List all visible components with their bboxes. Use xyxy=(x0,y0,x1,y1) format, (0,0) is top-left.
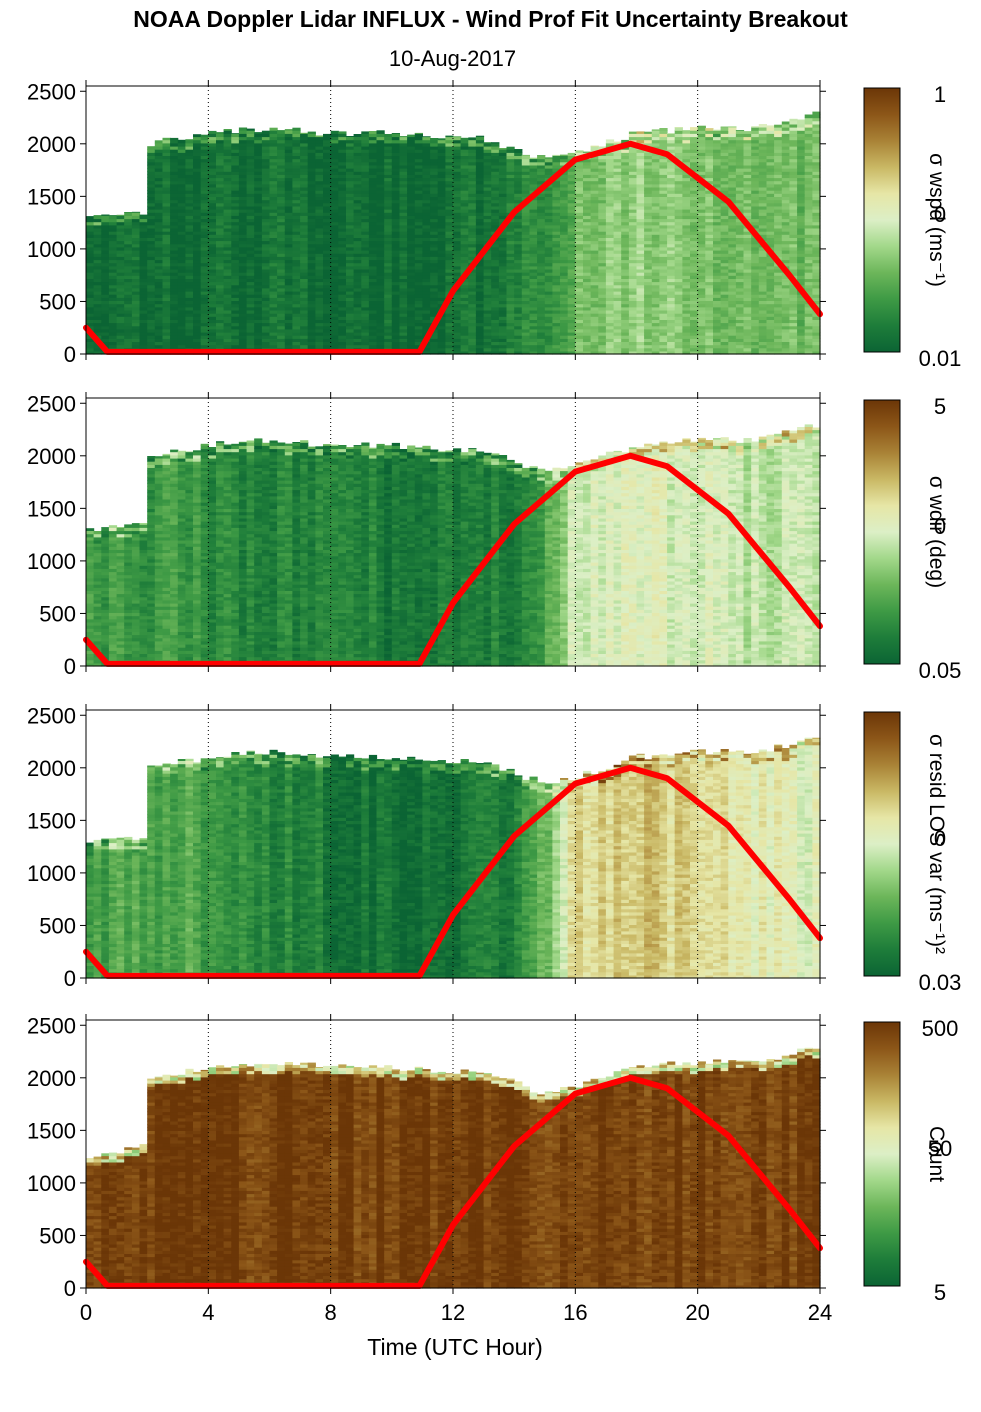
heatmap-cell xyxy=(178,143,186,147)
heatmap-cell xyxy=(163,138,171,140)
heatmap-cell xyxy=(155,140,163,143)
heatmap-cell xyxy=(147,146,155,149)
heatmap-cell xyxy=(117,215,125,216)
heatmap-cell xyxy=(185,139,193,140)
figure-canvas: 05001000150020002500 100.01σ wspd (ms⁻¹)0… xyxy=(0,0,981,1412)
heatmap-cell xyxy=(216,132,224,134)
heatmap-cell xyxy=(147,149,155,153)
heatmap-cell xyxy=(170,138,178,140)
heatmap-cell xyxy=(208,131,216,134)
heatmap-cell xyxy=(140,215,148,219)
heatmap-cell xyxy=(178,140,186,144)
heatmap-cell xyxy=(132,212,140,213)
heatmap-cell xyxy=(239,128,247,131)
heatmap-cell xyxy=(247,129,255,131)
heatmap-cell xyxy=(101,215,109,216)
heatmap-cell xyxy=(140,215,148,216)
heatmap-cell xyxy=(94,215,102,216)
heatmap-cell xyxy=(231,133,239,134)
heatmap-cell xyxy=(224,129,232,131)
heatmap-cell xyxy=(124,212,132,213)
heatmap-cell xyxy=(201,135,209,137)
heatmap-cell xyxy=(86,216,94,219)
heatmap-cell xyxy=(117,215,125,219)
heatmap-cell xyxy=(193,134,201,137)
heatmap-cell xyxy=(109,215,117,216)
